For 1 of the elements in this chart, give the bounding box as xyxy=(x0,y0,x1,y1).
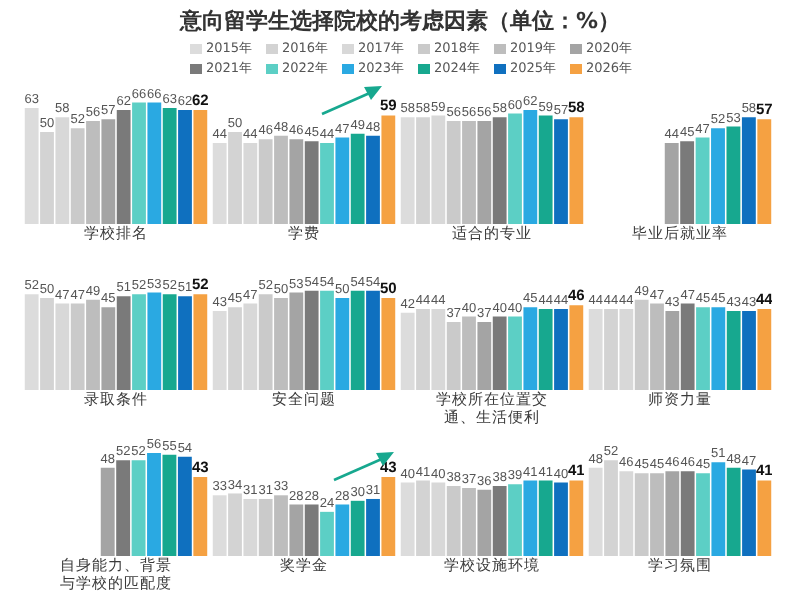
text: 意向留学生选择院校的考虑因素（单位：%） xyxy=(177,6,623,36)
